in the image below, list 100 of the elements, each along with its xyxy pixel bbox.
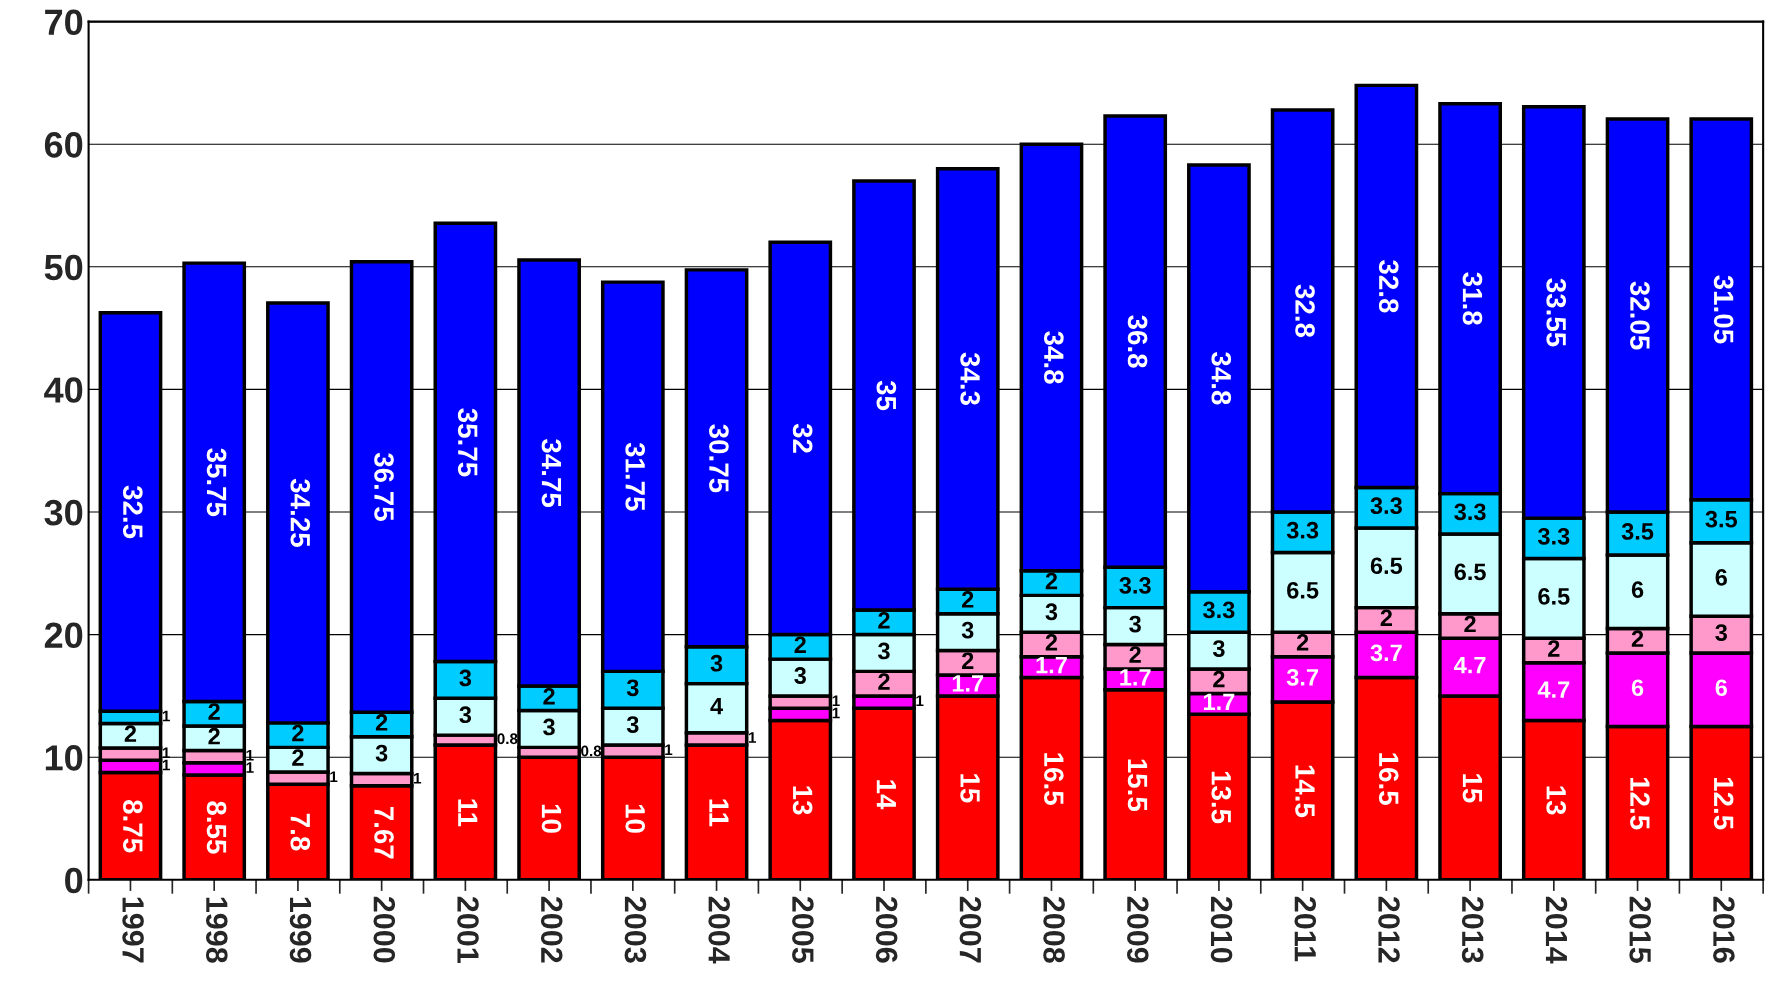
data-label: 34.8 <box>1211 351 1232 405</box>
data-label: 3 <box>794 667 806 684</box>
data-label: 14.5 <box>1295 765 1315 818</box>
data-label: 2 <box>292 749 304 766</box>
data-label: 36.8 <box>1127 315 1148 368</box>
data-label: 3 <box>459 669 472 687</box>
data-label: 1.7 <box>1120 669 1151 686</box>
data-label: 2 <box>208 727 220 745</box>
data-label: 7.8 <box>290 813 311 851</box>
data-label: 3.3 <box>1370 497 1402 515</box>
data-label: 31.8 <box>1462 272 1483 325</box>
y-tick-label: 60 <box>44 132 83 158</box>
data-label: 31.75 <box>625 442 646 511</box>
data-label: 1 <box>748 732 757 743</box>
data-label: 3 <box>1129 615 1141 633</box>
data-label: 3.3 <box>1119 577 1151 594</box>
x-tick-label: 2001 <box>457 896 479 963</box>
data-label: 1 <box>832 707 840 719</box>
data-label: 32.5 <box>122 485 143 539</box>
x-tick-label: 2012 <box>1378 896 1400 963</box>
data-label: 13 <box>792 786 813 815</box>
data-label: 3.5 <box>1621 523 1654 540</box>
data-label: 3.3 <box>1537 527 1570 545</box>
y-tick-label: 70 <box>45 9 83 36</box>
data-label: 2 <box>1045 634 1058 651</box>
data-label: 2 <box>124 725 137 742</box>
data-label: 33.55 <box>1546 278 1567 347</box>
data-label: 10 <box>625 804 646 833</box>
data-label: 31.05 <box>1713 275 1734 344</box>
data-label: 35 <box>876 380 897 411</box>
data-label: 11 <box>709 799 729 827</box>
data-label: 6 <box>1631 581 1644 599</box>
data-label: 2 <box>208 703 220 720</box>
data-label: 1 <box>162 747 170 759</box>
data-label: 3 <box>1212 640 1225 657</box>
x-tick-label: 2009 <box>1126 896 1149 963</box>
data-label: 3.7 <box>1286 668 1319 686</box>
data-label: 2 <box>1548 640 1560 657</box>
x-tick-label: 2004 <box>708 896 730 964</box>
x-tick-label: 2013 <box>1461 896 1484 963</box>
data-label: 2 <box>1296 634 1309 651</box>
data-label: 2 <box>878 673 890 690</box>
data-label: 3 <box>626 716 639 733</box>
data-label: 1 <box>414 773 422 784</box>
data-label: 6.5 <box>1454 563 1486 581</box>
y-tick-label: 30 <box>44 499 83 526</box>
x-tick-label: 1999 <box>289 897 312 963</box>
data-label: 15 <box>1462 774 1483 803</box>
data-label: 3 <box>961 621 974 639</box>
data-label: 13.5 <box>1211 771 1232 824</box>
data-label: 12.5 <box>1713 777 1734 830</box>
x-tick-label: 2003 <box>624 896 647 963</box>
data-label: 2 <box>292 724 304 742</box>
data-label: 2 <box>961 591 974 608</box>
data-label: 1 <box>665 744 673 756</box>
data-label: 16.5 <box>1044 753 1064 805</box>
data-label: 12.5 <box>1630 777 1650 830</box>
data-label: 15 <box>960 774 980 803</box>
data-label: 6 <box>1715 679 1727 697</box>
x-tick-label: 2010 <box>1210 896 1233 963</box>
data-label: 36.75 <box>374 452 394 521</box>
data-label: 3 <box>1715 624 1727 641</box>
data-label: 1.7 <box>1203 693 1235 710</box>
data-label: 3.3 <box>1203 601 1235 619</box>
x-tick-label: 2011 <box>1294 896 1317 962</box>
x-tick-label: 2016 <box>1713 896 1735 963</box>
data-label: 7.67 <box>374 806 394 859</box>
data-label: 2 <box>1045 572 1058 590</box>
data-label: 3 <box>375 744 388 762</box>
data-label: 10 <box>541 804 562 833</box>
data-label: 11 <box>458 799 478 827</box>
y-tick-label: 0 <box>65 867 83 894</box>
x-tick-label: 2014 <box>1545 896 1568 964</box>
y-tick-label: 20 <box>44 622 83 649</box>
data-label: 2 <box>1213 670 1225 688</box>
data-label: 2 <box>1464 615 1476 633</box>
data-label: 2 <box>375 714 388 731</box>
x-tick-label: 2006 <box>875 896 898 963</box>
y-tick-label: 40 <box>44 377 83 403</box>
data-label: 2 <box>961 652 974 669</box>
data-label: 2 <box>1129 646 1141 663</box>
x-tick-label: 2007 <box>959 896 982 963</box>
y-tick-label: 50 <box>44 254 83 281</box>
data-label: 4.7 <box>1537 681 1570 698</box>
data-label: 34.75 <box>541 438 562 508</box>
data-label: 16.5 <box>1378 753 1399 805</box>
x-tick-label: 1997 <box>122 897 144 963</box>
data-label: 1 <box>916 695 924 706</box>
data-label: 14 <box>876 780 896 810</box>
data-label: 15.5 <box>1127 759 1148 812</box>
data-label: 1 <box>162 710 170 722</box>
y-tick-label: 10 <box>45 745 83 771</box>
data-label: 3.7 <box>1370 644 1402 662</box>
data-label: 3 <box>543 718 555 736</box>
data-label: 34.25 <box>290 478 311 547</box>
data-label: 2 <box>1380 609 1392 626</box>
data-label: 35.75 <box>206 448 227 517</box>
data-label: 1 <box>330 771 338 782</box>
data-label: 35.75 <box>457 408 478 477</box>
data-label: 3 <box>877 642 890 660</box>
